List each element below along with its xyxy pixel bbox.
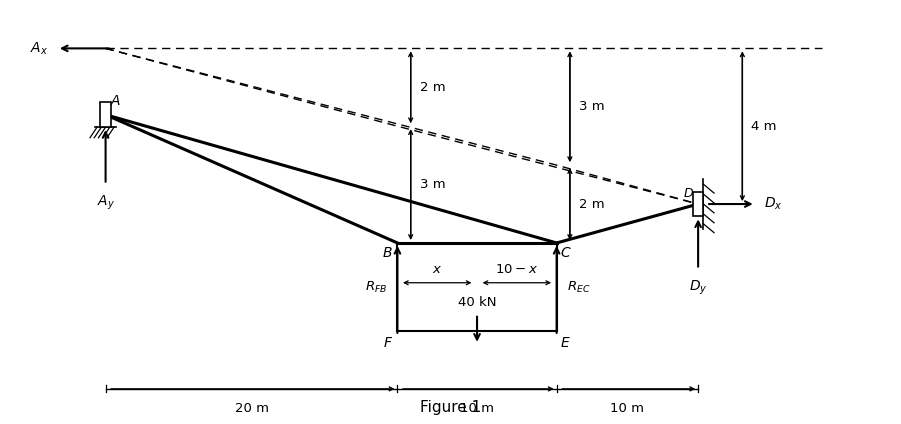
Text: $D_y$: $D_y$ xyxy=(689,278,707,297)
Text: $x$: $x$ xyxy=(432,263,442,276)
Text: 4 m: 4 m xyxy=(751,120,777,133)
Text: $D$: $D$ xyxy=(683,187,694,200)
Text: $10-x$: $10-x$ xyxy=(496,263,539,276)
Text: $B$: $B$ xyxy=(382,245,393,259)
Text: $D_x$: $D_x$ xyxy=(764,196,783,212)
Text: 20 m: 20 m xyxy=(234,402,268,415)
Bar xyxy=(693,192,704,216)
Text: 10 m: 10 m xyxy=(610,402,644,415)
Text: $A_x$: $A_x$ xyxy=(30,40,48,56)
Bar xyxy=(100,102,111,127)
Text: 3 m: 3 m xyxy=(420,178,445,191)
Text: $F$: $F$ xyxy=(383,336,393,350)
Text: 2 m: 2 m xyxy=(578,198,605,211)
Text: $A$: $A$ xyxy=(110,94,122,108)
Text: Figure 1: Figure 1 xyxy=(420,400,481,416)
Text: $R_{EC}$: $R_{EC}$ xyxy=(568,279,591,295)
Text: $A_y$: $A_y$ xyxy=(96,193,114,212)
Text: 10 m: 10 m xyxy=(460,402,494,415)
Text: 3 m: 3 m xyxy=(578,100,605,113)
Text: 2 m: 2 m xyxy=(420,81,445,94)
Text: $E$: $E$ xyxy=(560,336,571,350)
Text: 40 kN: 40 kN xyxy=(458,296,496,309)
Text: $C$: $C$ xyxy=(560,245,572,259)
Text: $R_{FB}$: $R_{FB}$ xyxy=(365,279,387,295)
